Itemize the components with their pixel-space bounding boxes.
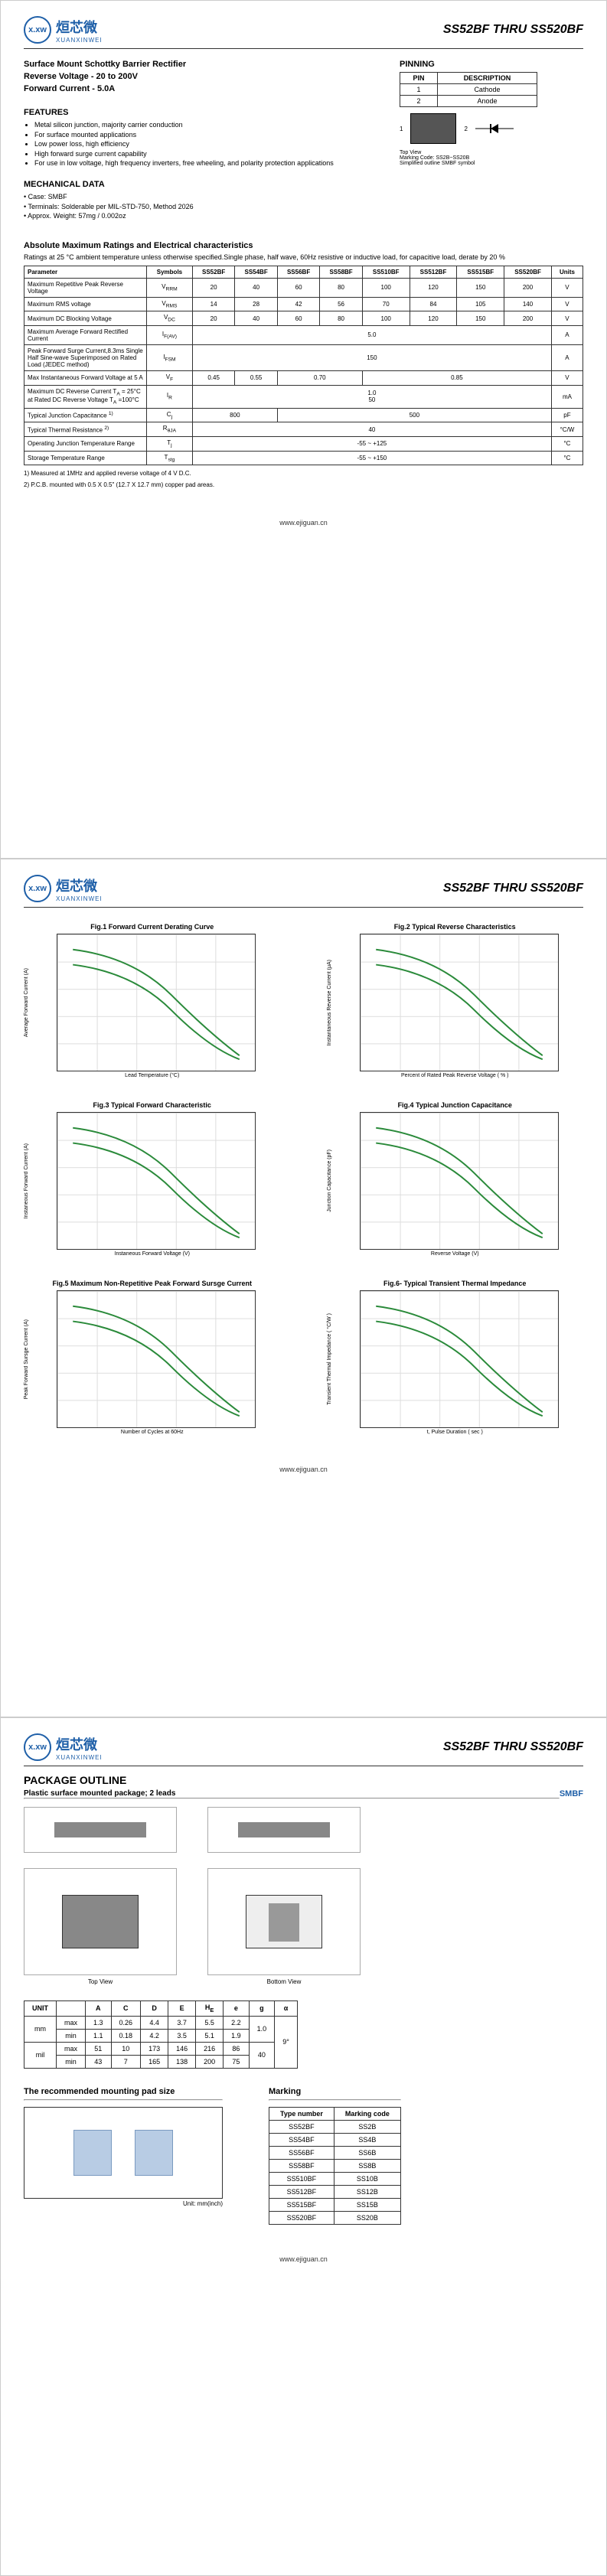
marking-title: Marking bbox=[269, 2087, 401, 2096]
ratings-table: ParameterSymbolsSS52BFSS54BFSS56BFSS58BF… bbox=[24, 266, 583, 465]
pkg-sub: Plastic surface mounted package; 2 leads bbox=[24, 1789, 175, 1798]
header: x.xw烜芯微XUANXINWEI SS52BF THRU SS520BF bbox=[24, 875, 583, 908]
feature-item: For surface mounted applications bbox=[34, 130, 384, 140]
footer: www.ejiguan.cn bbox=[24, 2255, 583, 2263]
marking-table: Type numberMarking codeSS52BFSS2BSS54BFS… bbox=[269, 2107, 401, 2225]
features-title: FEATURES bbox=[24, 108, 384, 117]
abs-note: Ratings at 25 °C ambient temperature unl… bbox=[24, 253, 583, 261]
logo-icon: x.xw bbox=[24, 16, 51, 44]
product-line2: Reverse Voltage - 20 to 200V bbox=[24, 72, 384, 81]
pad-diagram bbox=[24, 2107, 223, 2199]
chip-note: Marking Code: SS2B~SS20B bbox=[400, 155, 583, 161]
chart: Fig.6- Typical Transient Thermal Impedan… bbox=[327, 1280, 584, 1435]
mech-line: • Terminals: Solderable per MIL-STD-750,… bbox=[24, 202, 384, 212]
footer: www.ejiguan.cn bbox=[24, 1466, 583, 1473]
charts-grid: Fig.1 Forward Current Derating Curve Ave… bbox=[24, 923, 583, 1435]
mech-title: MECHANICAL DATA bbox=[24, 180, 384, 189]
logo-cn: 烜芯微 bbox=[56, 17, 103, 37]
chart: Fig.4 Typical Junction Capacitance Junct… bbox=[327, 1101, 584, 1257]
pkg-label: SMBF bbox=[560, 1789, 583, 1798]
product-line1: Surface Mount Schottky Barrier Rectifier bbox=[24, 60, 384, 69]
diode-symbol-icon bbox=[475, 121, 514, 136]
feature-item: Low power loss, high efficiency bbox=[34, 139, 384, 149]
footnote: 2) P.C.B. mounted with 0.5 X 0.5" (12.7 … bbox=[24, 481, 583, 488]
feature-item: Metal silicon junction, majority carrier… bbox=[34, 120, 384, 130]
chart: Fig.3 Typical Forward Characteristic Ins… bbox=[24, 1101, 281, 1257]
page-3: x.xw烜芯微XUANXINWEI SS52BF THRU SS520BF PA… bbox=[0, 1717, 607, 2576]
pkg-plan-views: Top View Bottom View bbox=[24, 1868, 583, 1985]
chip-note: Simplified outline SMBF symbol bbox=[400, 161, 583, 166]
page-1: x.xw 烜芯微 XUANXINWEI SS52BF THRU SS520BF … bbox=[0, 0, 607, 859]
feature-item: For use in low voltage, high frequency i… bbox=[34, 158, 384, 168]
pad-unit: Unit: mm(inch) bbox=[24, 2200, 223, 2207]
chip-note: Top View bbox=[400, 150, 583, 155]
mech-line: • Approx. Weight: 57mg / 0.002oz bbox=[24, 211, 384, 221]
features-list: Metal silicon junction, majority carrier… bbox=[24, 120, 384, 168]
chart: Fig.1 Forward Current Derating Curve Ave… bbox=[24, 923, 281, 1078]
logo: x.xw 烜芯微 XUANXINWEI bbox=[24, 16, 103, 44]
footnote: 1) Measured at 1MHz and applied reverse … bbox=[24, 470, 583, 477]
pad-title: The recommended mounting pad size bbox=[24, 2087, 223, 2096]
header: x.xw 烜芯微 XUANXINWEI SS52BF THRU SS520BF bbox=[24, 16, 583, 49]
mech-line: • Case: SMBF bbox=[24, 192, 384, 202]
feature-item: High forward surge current capability bbox=[34, 149, 384, 159]
header: x.xw烜芯微XUANXINWEI SS52BF THRU SS520BF bbox=[24, 1733, 583, 1766]
footer: www.ejiguan.cn bbox=[24, 519, 583, 527]
pkg-title: PACKAGE OUTLINE bbox=[24, 1774, 583, 1786]
page-2: x.xw烜芯微XUANXINWEI SS52BF THRU SS520BF Fi… bbox=[0, 859, 607, 1717]
doc-title: SS52BF THRU SS520BF bbox=[443, 23, 583, 37]
dimensions-table: UNITACDEHEegαmmmax1.30.264.43.75.52.21.0… bbox=[24, 2000, 298, 2069]
pin-table: PINDESCRIPTION 1Cathode 2Anode bbox=[400, 72, 537, 107]
abs-title: Absolute Maximum Ratings and Electrical … bbox=[24, 241, 583, 250]
chart: Fig.2 Typical Reverse Characteristics In… bbox=[327, 923, 584, 1078]
pkg-side-views bbox=[24, 1807, 583, 1853]
chip-diagram: 1 2 Top View Marking Code: SS2B~SS20B Si… bbox=[400, 113, 583, 166]
logo-en: XUANXINWEI bbox=[56, 37, 103, 44]
pinning-title: PINNING bbox=[400, 60, 583, 69]
chart: Fig.5 Maximum Non-Repetitive Peak Forwar… bbox=[24, 1280, 281, 1435]
product-line3: Forward Current - 5.0A bbox=[24, 84, 384, 93]
